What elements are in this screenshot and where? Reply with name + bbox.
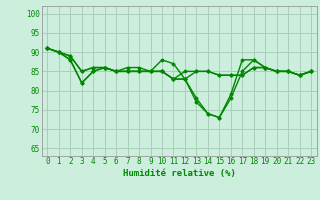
X-axis label: Humidité relative (%): Humidité relative (%) xyxy=(123,169,236,178)
